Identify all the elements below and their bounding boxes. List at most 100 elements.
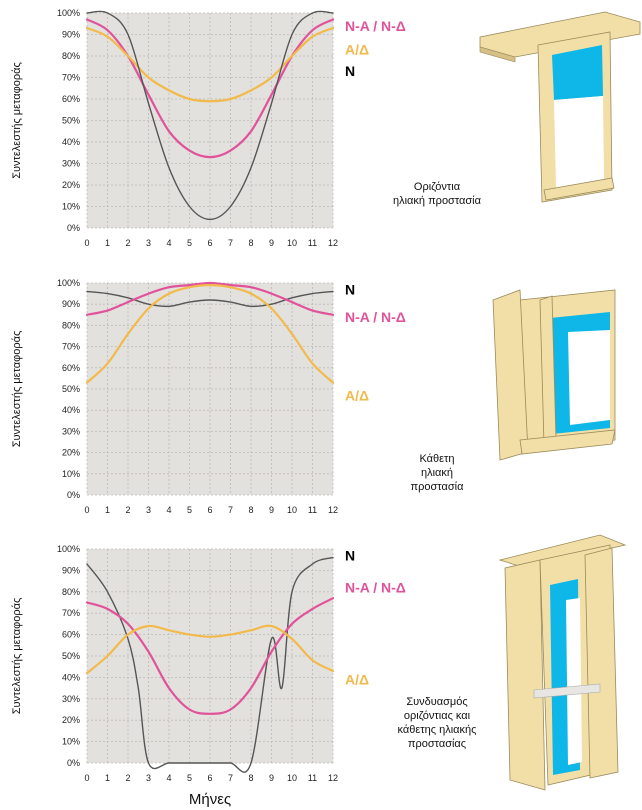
x-tick-label: 3 <box>146 238 151 248</box>
vertical-shading-icon <box>492 289 616 461</box>
x-tick-label: 7 <box>228 505 233 515</box>
y-tick-label: 70% <box>62 342 80 352</box>
x-tick-label: 0 <box>84 238 89 248</box>
chart-1: 0%10%20%30%40%50%60%70%80%90%100%0 1 2 3 4 5 6… <box>11 8 482 248</box>
series-line-na_nd <box>85 597 335 715</box>
y-tick-label: 10% <box>62 202 80 212</box>
y-tick-label: 20% <box>62 448 80 458</box>
y-tick-label: 20% <box>62 715 80 725</box>
y-tick-label: 0% <box>67 490 80 500</box>
x-tick-label: 11 <box>308 238 317 248</box>
y-tick-label: 30% <box>62 694 80 704</box>
x-tick-label: 12 <box>328 238 338 248</box>
horizontal-shading-icon <box>479 11 641 203</box>
window-glass-lit <box>554 96 604 188</box>
y-tick-label: 40% <box>62 137 80 147</box>
legend-na_nd: N-A / N-Δ <box>345 309 406 325</box>
caption-line: Οριζόντια <box>414 181 461 193</box>
legend-ad: A/Δ <box>345 387 369 403</box>
x-tick-label: 3 <box>146 773 151 783</box>
x-tick-label: 8 <box>248 238 253 248</box>
y-tick-label: 10% <box>62 469 80 479</box>
x-tick-label: 6 <box>207 773 212 783</box>
y-tick-label: 50% <box>62 384 80 394</box>
x-tick-label: 10 <box>287 773 297 783</box>
y-tick-label: 0% <box>67 223 80 233</box>
y-tick-label: 70% <box>62 73 80 83</box>
left-fin <box>504 559 546 791</box>
x-tick-label: 12 <box>328 505 338 515</box>
window-sill <box>543 177 615 201</box>
x-tick-label: 4 <box>166 773 171 783</box>
x-tick-label: 10 <box>287 238 297 248</box>
y-tick-label: 40% <box>62 405 80 415</box>
x-tick-label: 1 <box>105 238 110 248</box>
support-bar <box>533 683 601 699</box>
x-tick-label: 6 <box>207 238 212 248</box>
y-tick-label: 60% <box>62 630 80 640</box>
y-tick-label: 80% <box>62 51 80 61</box>
y-tick-label: 50% <box>62 116 80 126</box>
x-tick-label: 9 <box>269 505 274 515</box>
x-tick-label: 2 <box>125 238 130 248</box>
y-tick-label: 100% <box>57 8 80 18</box>
y-tick-label: 30% <box>62 159 80 169</box>
x-tick-label: 1 <box>105 505 110 515</box>
caption-line: ηλιακή <box>421 467 453 479</box>
y-tick-label: 40% <box>62 672 80 682</box>
combined-shading-icon <box>498 534 627 791</box>
y-axis-label: Συντελεστής μεταφοράς <box>11 331 23 448</box>
window-glass-shaded <box>552 45 603 100</box>
legend-na_nd: N-A / N-Δ <box>345 18 406 34</box>
legend-n: N <box>345 547 355 563</box>
series-line-ad <box>85 26 335 103</box>
window-sill <box>519 429 616 455</box>
series-line-ad <box>85 284 335 384</box>
x-tick-label: 4 <box>166 505 171 515</box>
x-tick-label: 0 <box>84 505 89 515</box>
y-axis-label: Συντελεστής μεταφοράς <box>11 598 23 715</box>
x-tick-label: 7 <box>228 238 233 248</box>
window-glass-lit <box>566 598 582 765</box>
legend-ad: A/Δ <box>345 672 369 688</box>
series-line-n <box>86 10 334 221</box>
x-tick-label: 10 <box>287 505 297 515</box>
x-tick-label: 0 <box>84 773 89 783</box>
y-tick-label: 80% <box>62 587 80 597</box>
x-tick-label: 2 <box>125 505 130 515</box>
y-tick-label: 70% <box>62 608 80 618</box>
caption-line: Κάθετη <box>419 453 454 465</box>
x-tick-label: 9 <box>269 238 274 248</box>
x-tick-label: 1 <box>105 773 110 783</box>
x-tick-label: 5 <box>187 238 192 248</box>
x-tick-label: 12 <box>328 773 338 783</box>
series-line-n <box>86 290 334 308</box>
x-axis-label: Μήνες <box>189 791 231 808</box>
legend-n: N <box>345 281 355 297</box>
y-tick-label: 0% <box>67 758 80 768</box>
x-tick-label: 5 <box>187 773 192 783</box>
y-tick-label: 90% <box>62 30 80 40</box>
y-tick-label: 100% <box>57 278 80 288</box>
x-tick-label: 11 <box>308 773 317 783</box>
caption-line: Συνδυασμός <box>406 696 467 708</box>
x-tick-label: 9 <box>269 773 274 783</box>
y-tick-label: 30% <box>62 426 80 436</box>
x-tick-label: 11 <box>308 505 317 515</box>
y-tick-label: 60% <box>62 94 80 104</box>
legend-ad: A/Δ <box>345 42 369 58</box>
x-tick-label: 4 <box>166 238 171 248</box>
y-tick-label: 90% <box>62 565 80 575</box>
y-tick-label: 50% <box>62 651 80 661</box>
overhang-front <box>479 46 516 63</box>
chart-2: 0%10%20%30%40%50%60%70%80%90%100%0 1 2 3 4 5 6… <box>11 278 464 515</box>
x-tick-label: 6 <box>207 505 212 515</box>
legend-na_nd: N-A / N-Δ <box>345 580 406 596</box>
caption-line: οριζόντιας και <box>404 710 471 722</box>
y-tick-label: 90% <box>62 299 80 309</box>
legend-n: N <box>345 63 355 79</box>
y-tick-label: 20% <box>62 180 80 190</box>
y-tick-label: 10% <box>62 737 80 747</box>
y-tick-label: 100% <box>57 544 80 554</box>
